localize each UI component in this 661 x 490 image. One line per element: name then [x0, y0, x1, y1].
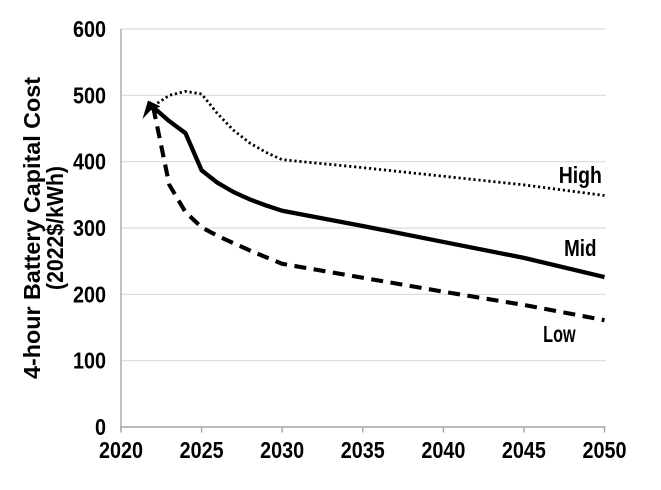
- series-line-mid: [151, 105, 605, 280]
- x-tick-label: 2030: [260, 437, 304, 463]
- start-arrowhead: [142, 100, 161, 119]
- y-tick-label: 200: [73, 281, 106, 307]
- x-tick-label: 2020: [99, 437, 143, 463]
- x-tick-label: 2035: [341, 437, 385, 463]
- y-tick-label: 600: [73, 16, 106, 42]
- series-line-low: [151, 106, 605, 323]
- y-axis-title-line2: (2022$/kWh): [42, 166, 68, 290]
- series-label-high: High: [559, 162, 602, 188]
- series-label-mid: Mid: [564, 235, 596, 261]
- y-axis-title-line1: 4-hour Battery Capital Cost: [19, 77, 45, 379]
- y-tick-label: 0: [95, 414, 106, 440]
- x-tick-label: 2040: [421, 437, 465, 463]
- series-label-low: Low: [543, 321, 575, 347]
- y-tick-label: 500: [73, 82, 106, 108]
- x-tick-label: 2045: [502, 437, 546, 463]
- y-tick-label: 400: [73, 149, 106, 175]
- x-tick-label: 2050: [583, 437, 627, 463]
- y-tick-label: 300: [73, 215, 106, 241]
- y-tick-label: 100: [73, 348, 106, 374]
- x-tick-label: 2025: [180, 437, 224, 463]
- series-line-high: [152, 89, 605, 197]
